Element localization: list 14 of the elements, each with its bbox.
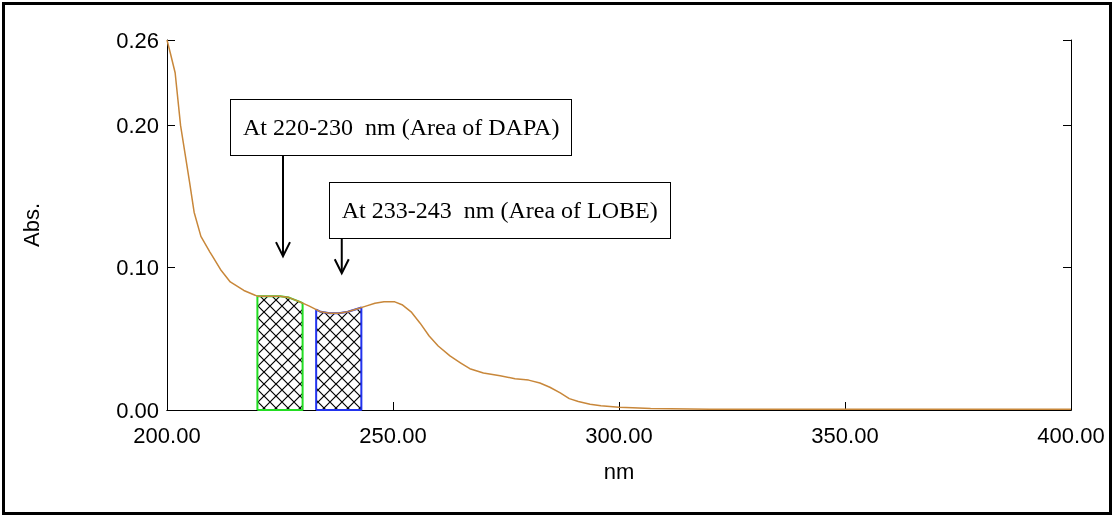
- y-tick-label: 0.20: [116, 112, 159, 138]
- x-tick-label: 250.00: [359, 422, 427, 448]
- x-tick-label: 200.00: [133, 422, 201, 448]
- x-axis-title: nm: [603, 458, 635, 484]
- y-tick-label: 0.26: [116, 27, 159, 53]
- x-tick-label: 300.00: [585, 422, 653, 448]
- y-tick-label: 0.00: [116, 397, 159, 423]
- annotation: At 220-230 nm (Area of DAPA): [230, 99, 573, 156]
- y-tick-label: 0.10: [116, 255, 159, 281]
- line-series: [166, 39, 1072, 411]
- x-tick-label: 400.00: [1037, 422, 1105, 448]
- annotation: At 233-243 nm (Area of LOBE): [328, 182, 671, 239]
- x-tick-label: 350.00: [811, 422, 879, 448]
- y-axis-title: Abs.: [18, 202, 44, 248]
